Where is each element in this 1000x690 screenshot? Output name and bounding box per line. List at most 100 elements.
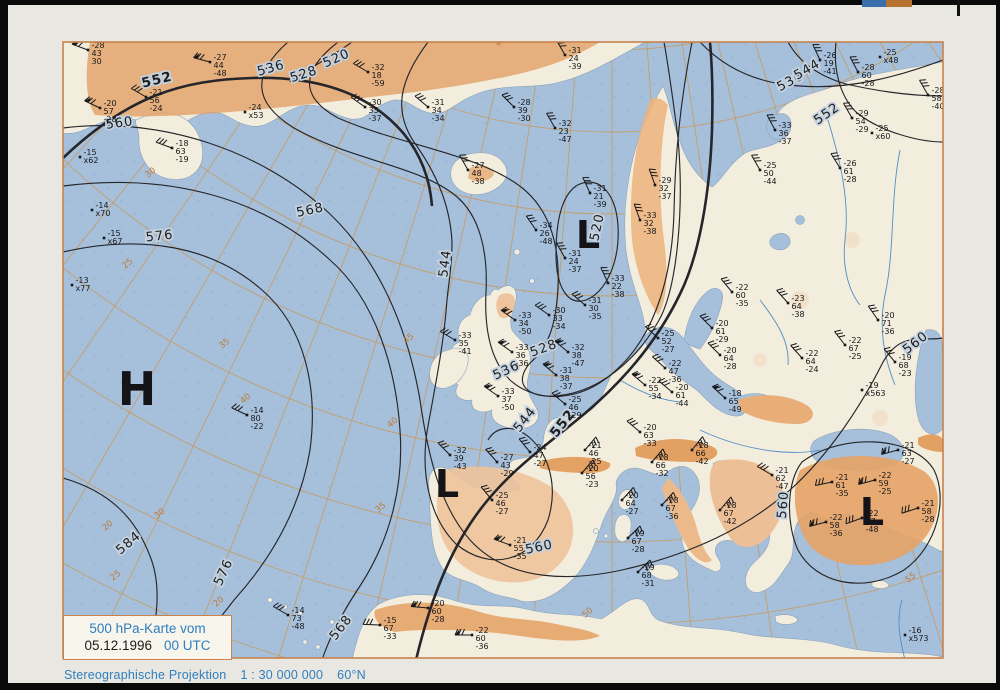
station-temperature: -30 — [553, 306, 566, 315]
station-dewpoint: -28 — [844, 175, 857, 184]
isohypse-label-576: 576 — [145, 228, 174, 246]
station-temperature: -25 — [876, 124, 889, 133]
station-humidity: 61 — [676, 391, 686, 400]
wind-barb-icon — [480, 484, 493, 501]
station-dewpoint: -35 — [736, 299, 749, 308]
station-temperature: -20 — [104, 99, 117, 108]
wind-barb-icon — [645, 323, 659, 339]
isohypse-label-560: 560 — [105, 114, 135, 133]
station-temperature: -27 — [501, 453, 514, 462]
wind-barb-icon — [658, 377, 673, 393]
wind-barb-icon — [648, 168, 659, 186]
station-temperature: -18 — [729, 389, 742, 398]
station-dewpoint: -22 — [251, 422, 264, 431]
station-temperature: -25 — [662, 329, 675, 338]
wind-barb-icon — [849, 56, 860, 73]
station-dewpoint: -28 — [632, 545, 645, 554]
station-dewpoint: -24 — [806, 365, 819, 374]
station-humidity: 33 — [553, 314, 563, 323]
pressure-center-L: L — [860, 490, 884, 534]
terrain-anatolia — [794, 455, 938, 566]
meridian — [63, 42, 345, 528]
station-dewpoint: -50 — [502, 403, 515, 412]
station-humidity: 19 — [824, 59, 834, 68]
station-temperature: -32 — [559, 119, 572, 128]
wind-barb-icon — [661, 492, 677, 506]
station-temperature: -18 — [666, 496, 679, 505]
station-humidity: 67 — [632, 537, 642, 546]
station-dewpoint: -29 — [716, 335, 729, 344]
station-temperature: -15 — [384, 616, 397, 625]
pressure-center-L: L — [435, 462, 459, 506]
isohypse-label-560: 560 — [775, 490, 792, 519]
isohypse-568 — [63, 181, 402, 658]
station-dewpoint: -42 — [724, 517, 737, 526]
station-humidity: x62 — [84, 156, 99, 165]
station-temperature: -34 — [540, 221, 553, 230]
station-temperature: -20 — [724, 346, 737, 355]
station-temperature: -31 — [569, 46, 582, 55]
wind-barb-icon — [414, 92, 429, 108]
wind-barb-icon — [231, 403, 248, 416]
station-dewpoint: -37 — [560, 382, 573, 391]
station-humidity: 67 — [724, 509, 734, 518]
station-humidity: 47 — [534, 451, 544, 460]
contour-layer — [63, 42, 943, 658]
station-dewpoint: -36 — [666, 512, 679, 521]
legend-datetime: 05.12.1996 00 UTC — [84, 638, 210, 655]
station-dewpoint: -34 — [553, 322, 566, 331]
wind-barb-icon — [720, 276, 733, 293]
wind-barb-icon — [651, 448, 667, 463]
station-humidity: 36 — [516, 351, 526, 360]
station-dewpoint: -23 — [899, 369, 912, 378]
station-temperature: -32 — [372, 63, 385, 72]
station-humidity: 64 — [724, 354, 734, 363]
station-temperature: -23 — [792, 294, 805, 303]
station-temperature: -31 — [589, 296, 602, 305]
wind-barb-icon — [691, 436, 706, 451]
station-dewpoint: -37 — [569, 265, 582, 274]
station-temperature: -22 — [476, 626, 489, 635]
station-dewpoint: -30 — [518, 114, 531, 123]
station-temperature: -24 — [249, 103, 262, 112]
wind-barb-icon — [501, 92, 515, 108]
station-temperature: -20 — [432, 599, 445, 608]
station-humidity: 23 — [559, 127, 569, 136]
wind-barb-icon — [812, 44, 823, 61]
station-humidity: 68 — [899, 361, 909, 370]
pressure-center-L: L — [576, 213, 600, 257]
station-temperature: -31 — [569, 249, 582, 258]
wind-barb-icon — [556, 242, 567, 259]
station-humidity: x53 — [249, 111, 264, 120]
station-temperature: -33 — [459, 331, 472, 340]
terrain-greenland-icecap — [86, 42, 601, 117]
isohypse-544-east — [787, 42, 943, 97]
land-africa — [352, 594, 943, 658]
map-frame — [62, 41, 944, 659]
station-dewpoint: -38 — [472, 177, 485, 186]
station-humidity: 60 — [736, 291, 746, 300]
station-dewpoint: -28 — [432, 615, 445, 624]
station-humidity: 63 — [176, 147, 186, 156]
station-humidity: 35 — [369, 106, 379, 115]
station-humidity: 64 — [626, 499, 636, 508]
station-temperature: -19 — [899, 353, 912, 362]
land-crete — [774, 614, 799, 625]
station-temperature: -33 — [502, 387, 515, 396]
